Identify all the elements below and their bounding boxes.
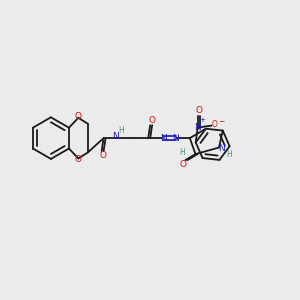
Text: N: N xyxy=(160,134,167,142)
Text: O: O xyxy=(195,106,202,115)
Text: O: O xyxy=(75,112,82,121)
Text: O: O xyxy=(179,160,186,169)
Text: H: H xyxy=(118,126,124,135)
Text: N: N xyxy=(112,132,119,141)
Text: O: O xyxy=(212,120,218,129)
Text: O: O xyxy=(149,116,156,125)
Text: +: + xyxy=(200,117,206,123)
Text: N: N xyxy=(172,134,179,142)
Text: N: N xyxy=(194,123,201,132)
Text: H: H xyxy=(226,150,232,159)
Text: O: O xyxy=(75,155,82,164)
Text: O: O xyxy=(99,152,106,160)
Text: N: N xyxy=(219,144,225,153)
Text: H: H xyxy=(180,148,185,157)
Text: −: − xyxy=(218,117,225,126)
